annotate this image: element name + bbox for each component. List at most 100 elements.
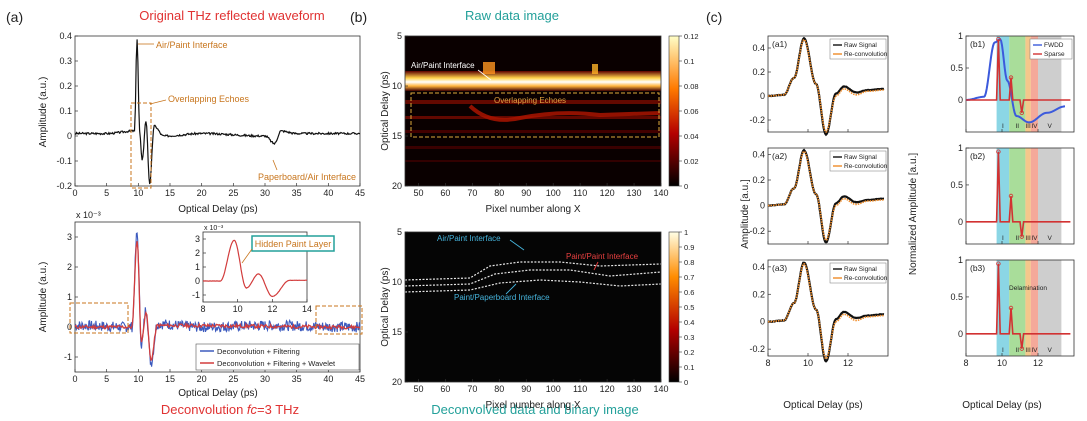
panel-letter-b: (b)	[350, 9, 367, 25]
x-tick-label: 14	[302, 304, 312, 314]
chart-c-left: -0.200.20.4 (a1) Raw SignalRe-convolution-…	[749, 35, 889, 368]
heading-a-bottom: Deconvolution fc=3 THz	[161, 402, 299, 417]
colorbar-tick-label: 0.06	[684, 107, 699, 116]
legend-a-bottom: Deconvolution + Filtering Deconvolution …	[195, 343, 360, 371]
subplot-label: (a3)	[772, 263, 787, 273]
x-axis-label: Optical Delay (ps)	[178, 388, 257, 399]
plot-frame	[74, 35, 361, 187]
chart-b-top: 50 60 70 80 90 100 110 120 130 140 5 10 15 20 Air/Pai…	[380, 31, 699, 215]
chart-a-top: 0 5 10 15 20 25 30 35 40 45-0.2-0.100.10.20.30.4 …	[38, 31, 365, 215]
series-line-fwdd	[966, 38, 1065, 124]
x-axis-label: Optical Delay (ps)	[178, 204, 257, 215]
y-tick-label: 0.2	[752, 175, 765, 185]
y-tick-label: 0.5	[950, 63, 963, 73]
x-tick-label: 8	[200, 304, 205, 314]
x-tick-label: 15	[165, 374, 175, 384]
arrow-hidden-layer	[241, 248, 253, 264]
y-tick-label: -0.2	[56, 181, 72, 191]
c-left-y-axis-label: Amplitude [a.u.]	[740, 179, 751, 249]
x-tick-label: 40	[323, 188, 333, 198]
x-tick-label: 12	[267, 304, 277, 314]
noise-box-right	[315, 305, 363, 335]
y-tick-label: -0.2	[749, 115, 765, 125]
sparse-point	[1019, 234, 1024, 239]
x-tick-label: 45	[355, 188, 365, 198]
y-tick-label: 0.2	[59, 81, 72, 91]
y-tick-label: 20	[392, 181, 402, 191]
panel-letter-c: (c)	[706, 9, 722, 25]
region-label: IV	[1031, 235, 1038, 242]
y-tick-label: 0	[958, 329, 963, 339]
colorbar	[668, 35, 680, 187]
legend-box	[829, 150, 887, 172]
x-tick-label: 10	[803, 358, 813, 368]
plot-frame	[404, 35, 662, 187]
colorbar-tick-label: 0	[684, 182, 688, 191]
colorbar-tick-label: 0.5	[684, 303, 694, 312]
y-tick-label: 1	[958, 31, 963, 41]
colorbar-tick-label: 0.4	[684, 318, 694, 327]
x-tick-label: 25	[228, 188, 238, 198]
y-tick-label: 0	[67, 131, 72, 141]
legend-entry-deconv-wavelet: Deconvolution + Filtering + Wavelet	[217, 359, 336, 368]
colorbar-tick-label: 0	[684, 378, 688, 387]
annotation-air-paint: Air/Paint Interface	[156, 40, 228, 50]
heatmap-texture	[405, 62, 661, 162]
y-tick-label: -0.2	[749, 344, 765, 354]
series-line-raw-signal	[767, 261, 885, 363]
y-axis-label: Amplitude (a.u.)	[38, 77, 49, 148]
region-V	[1038, 36, 1062, 132]
annotation-air-paint: Air/Paint Interface	[437, 234, 501, 243]
x-tick-label: 30	[260, 188, 270, 198]
sparse-point	[996, 149, 1001, 154]
x-tick-label: 12	[1033, 358, 1043, 368]
y-tick-label: -0.1	[56, 156, 72, 166]
y-tick-label: 0.2	[752, 289, 765, 299]
x-tick-label: 25	[228, 374, 238, 384]
noise-box-left	[69, 302, 129, 334]
region-III	[1025, 148, 1031, 244]
heading-b-top: Raw data image	[465, 8, 559, 23]
plot-frame	[965, 259, 1075, 357]
sparse-point	[1008, 193, 1014, 199]
y-tick-label: 3	[67, 232, 72, 242]
x-tick-label: 15	[165, 188, 175, 198]
x-tick-label: 90	[521, 188, 531, 198]
subplot-label: (a1)	[772, 39, 787, 49]
subplot-label: (a2)	[772, 151, 787, 161]
inset-series-line	[202, 239, 308, 298]
x-tick-label: 20	[197, 188, 207, 198]
x-axis-label: Pixel number along X	[485, 204, 580, 215]
legend: Raw Signal Re-convolution	[829, 262, 888, 284]
c-right-x-axis-label: Optical Delay (ps)	[962, 400, 1041, 411]
series-line-reconvolution	[768, 262, 885, 360]
subplot-label: (b2)	[970, 151, 985, 161]
y-tick-label: 2	[67, 262, 72, 272]
x-axis-label: Pixel number along X	[485, 400, 580, 411]
region-label: IV	[1031, 123, 1038, 130]
region-V	[1038, 148, 1062, 244]
arrow-paint-paperboard	[505, 283, 517, 295]
region-label: IV	[1031, 347, 1038, 354]
x-tick-label: 110	[573, 384, 587, 394]
y-axis-label: Optical Delay (ps)	[380, 71, 391, 150]
annotation-air-paint: Air/Paint Interface	[411, 61, 475, 70]
colorbar-tick-label: 0.1	[684, 57, 694, 66]
series-line-deconv-wavelet	[74, 241, 361, 362]
x-tick-label: 12	[843, 358, 853, 368]
panel-letter-a: (a)	[6, 9, 23, 25]
plot-frame	[404, 231, 662, 383]
y-tick-label: 0	[958, 217, 963, 227]
sparse-point	[1008, 305, 1014, 311]
legend-box	[195, 343, 360, 371]
colorbar-tick-label: 0.3	[684, 333, 694, 342]
colorbar-tick-label: 0.8	[684, 258, 694, 267]
heading-a-top: Original THz reflected waveform	[139, 8, 324, 23]
legend-box	[829, 262, 887, 284]
x-tick-label: 35	[292, 374, 302, 384]
x-tick-label: 10	[997, 358, 1007, 368]
region-IV	[1030, 260, 1038, 356]
plot-frame	[965, 35, 1075, 133]
subplot-a2: -0.2 0 0.2 0.4 (a2) Raw Signal Re-convolution	[749, 147, 889, 245]
